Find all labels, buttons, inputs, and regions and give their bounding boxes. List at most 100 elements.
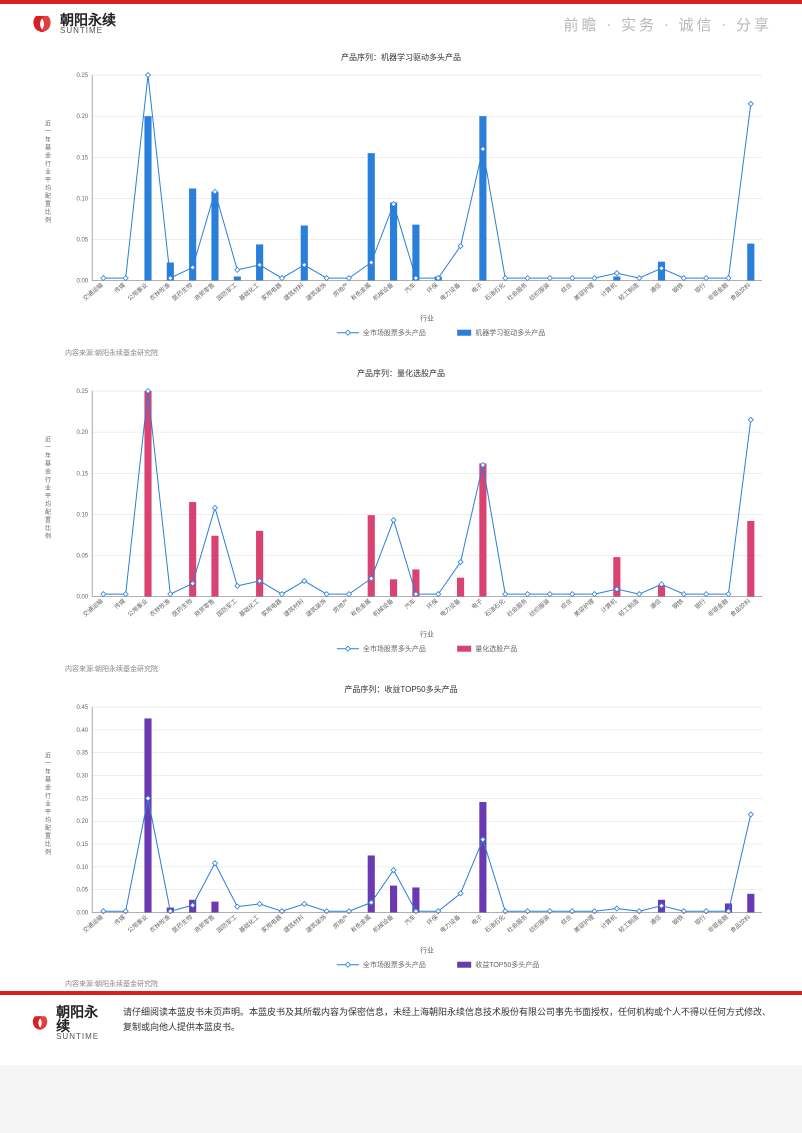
svg-text:行: 行 [45, 160, 51, 168]
svg-text:全市场股票多头产品: 全市场股票多头产品 [363, 960, 426, 969]
svg-text:农林牧渔: 农林牧渔 [148, 912, 172, 934]
svg-text:机器学习驱动多头产品: 机器学习驱动多头产品 [475, 328, 545, 337]
svg-text:例: 例 [45, 216, 51, 224]
svg-text:0.05: 0.05 [76, 553, 88, 559]
svg-text:全市场股票多头产品: 全市场股票多头产品 [363, 328, 426, 337]
svg-text:0.00: 0.00 [76, 279, 88, 285]
svg-text:钢铁: 钢铁 [671, 281, 685, 295]
chart-svg: 0.000.050.100.150.200.25近一年基金行业平均配置比例交通运… [30, 65, 772, 346]
svg-text:纺织服装: 纺织服装 [528, 912, 552, 934]
svg-text:商贸零售: 商贸零售 [193, 912, 217, 934]
svg-text:国防军工: 国防军工 [215, 912, 239, 934]
svg-text:建筑装饰: 建筑装饰 [304, 597, 328, 619]
svg-text:电子: 电子 [470, 597, 484, 611]
svg-text:国防军工: 国防军工 [215, 281, 239, 303]
svg-text:电力设备: 电力设备 [438, 597, 462, 619]
svg-text:0.25: 0.25 [76, 73, 88, 79]
svg-text:0.05: 0.05 [76, 887, 88, 893]
svg-text:均: 均 [45, 184, 51, 192]
svg-text:0.10: 0.10 [76, 196, 88, 202]
svg-text:银行: 银行 [693, 597, 707, 611]
logo: 朝阳永续 SUNTIME [30, 12, 116, 36]
svg-text:美容护理: 美容护理 [572, 281, 596, 303]
svg-text:金: 金 [45, 783, 51, 791]
svg-text:综合: 综合 [559, 281, 573, 295]
svg-text:0.25: 0.25 [76, 796, 88, 802]
svg-text:汽车: 汽车 [403, 912, 417, 926]
svg-text:基: 基 [45, 459, 51, 467]
svg-text:医药生物: 医药生物 [170, 597, 194, 619]
svg-text:有色金属: 有色金属 [349, 281, 373, 303]
svg-text:银行: 银行 [693, 912, 707, 926]
svg-text:建筑材料: 建筑材料 [282, 912, 306, 934]
svg-text:通信: 通信 [648, 597, 662, 611]
svg-text:通信: 通信 [648, 281, 662, 295]
svg-text:环保: 环保 [425, 281, 439, 295]
svg-text:一: 一 [45, 761, 51, 767]
svg-text:家用电器: 家用电器 [260, 281, 284, 303]
svg-text:食品饮料: 食品饮料 [729, 912, 753, 934]
svg-text:环保: 环保 [425, 597, 439, 611]
svg-text:配: 配 [45, 824, 51, 831]
svg-text:农林牧渔: 农林牧渔 [148, 597, 172, 619]
svg-text:配: 配 [45, 193, 51, 200]
svg-text:钢铁: 钢铁 [671, 912, 685, 926]
svg-text:金: 金 [45, 467, 51, 475]
svg-text:传媒: 传媒 [113, 912, 127, 926]
suntime-logo-icon [30, 1011, 50, 1035]
svg-text:行: 行 [45, 791, 51, 799]
svg-text:非银金融: 非银金融 [706, 281, 730, 303]
svg-text:轻工制造: 轻工制造 [617, 281, 641, 303]
svg-text:建筑装饰: 建筑装饰 [304, 912, 328, 934]
svg-text:食品饮料: 食品饮料 [729, 597, 753, 619]
svg-text:家用电器: 家用电器 [260, 912, 284, 934]
svg-text:石油石化: 石油石化 [483, 912, 507, 934]
svg-text:医药生物: 医药生物 [170, 281, 194, 303]
svg-text:例: 例 [45, 847, 51, 855]
svg-text:置: 置 [45, 517, 51, 524]
svg-text:0.05: 0.05 [76, 237, 88, 243]
svg-text:社会服务: 社会服务 [505, 912, 529, 934]
svg-text:银行: 银行 [693, 281, 707, 295]
svg-text:社会服务: 社会服务 [505, 597, 529, 619]
svg-text:置: 置 [45, 832, 51, 839]
svg-text:建筑材料: 建筑材料 [282, 597, 306, 619]
svg-text:金: 金 [45, 152, 51, 160]
svg-text:例: 例 [45, 532, 51, 540]
svg-text:综合: 综合 [559, 912, 573, 926]
svg-text:近: 近 [45, 435, 51, 443]
footer-disclaimer: 请仔细阅读本蓝皮书末页声明。本蓝皮书及其所载内容为保密信息，未经上海朝阳永续信息… [123, 1005, 772, 1034]
svg-text:行业: 行业 [420, 945, 434, 954]
chart-block-1: 产品序列：量化选股产品0.000.050.100.150.200.25近一年基金… [0, 360, 802, 676]
footer-logo-cn: 朝阳永续 [56, 1005, 103, 1033]
svg-text:机械设备: 机械设备 [371, 597, 395, 619]
svg-text:近: 近 [45, 120, 51, 128]
svg-text:基: 基 [45, 775, 51, 783]
svg-text:比: 比 [45, 524, 51, 532]
svg-text:一: 一 [45, 130, 51, 136]
svg-text:年: 年 [45, 136, 51, 144]
svg-text:电力设备: 电力设备 [438, 912, 462, 934]
svg-text:非银金融: 非银金融 [706, 597, 730, 619]
svg-text:有色金属: 有色金属 [349, 912, 373, 934]
svg-text:0.45: 0.45 [76, 705, 88, 711]
svg-text:全市场股票多头产品: 全市场股票多头产品 [363, 644, 426, 653]
footer-logo-en: SUNTIME [56, 1033, 103, 1041]
svg-text:0.15: 0.15 [76, 842, 88, 848]
svg-text:配: 配 [45, 509, 51, 516]
chart-title: 产品序列：收益TOP50多头产品 [30, 684, 772, 695]
svg-text:均: 均 [45, 815, 51, 823]
svg-text:汽车: 汽车 [403, 281, 417, 295]
svg-text:社会服务: 社会服务 [505, 281, 529, 303]
source-note: 内容来源:朝阳永续基金研究院 [65, 979, 772, 989]
svg-text:行业: 行业 [420, 629, 434, 638]
svg-text:家用电器: 家用电器 [260, 597, 284, 619]
svg-text:平: 平 [45, 177, 51, 184]
svg-text:业: 业 [45, 484, 51, 492]
svg-text:纺织服装: 纺织服装 [528, 597, 552, 619]
svg-text:计算机: 计算机 [599, 281, 618, 299]
svg-text:0.25: 0.25 [76, 389, 88, 395]
svg-text:均: 均 [45, 500, 51, 508]
svg-text:国防军工: 国防军工 [215, 597, 239, 619]
svg-text:基础化工: 基础化工 [237, 912, 261, 934]
